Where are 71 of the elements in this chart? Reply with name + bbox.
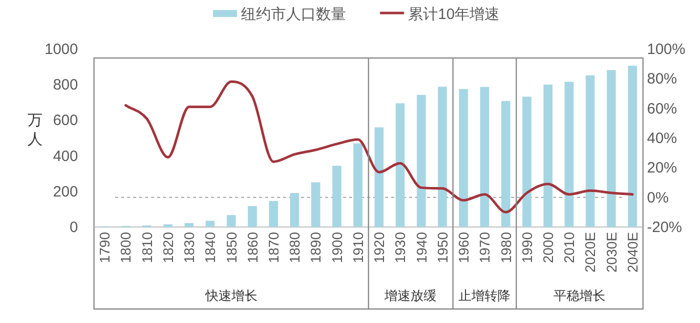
y2-tick-label: -20%	[647, 219, 682, 236]
text: 快速增长	[204, 288, 258, 303]
x-tick-label: 1890	[308, 232, 324, 264]
y-axis-title: 万人	[28, 112, 42, 148]
y2-tick-label: 20%	[647, 160, 678, 177]
bar	[480, 86, 490, 227]
legend-bar: 纽约市人口数量	[213, 6, 346, 23]
text: 增速放缓	[384, 288, 437, 303]
y-tick-label: 600	[52, 112, 78, 130]
x-tick-label: 1790	[96, 232, 113, 264]
bar	[438, 86, 447, 227]
x-tick-label: 1910	[350, 232, 366, 264]
x-tick-label: 1870	[265, 232, 282, 264]
y-tick-label: 800	[52, 76, 78, 94]
y-tick-label: 0	[70, 219, 78, 236]
bar	[586, 75, 595, 227]
bar	[290, 193, 300, 227]
bar	[501, 100, 510, 227]
x-tick-label: 1800	[118, 232, 134, 264]
y2-tick-label: 80%	[647, 70, 678, 88]
bar	[396, 103, 405, 227]
y2-tick-label: 0%	[647, 189, 669, 206]
x-tick-label: 1900	[328, 232, 345, 264]
bar	[628, 66, 637, 227]
x-tick-label: 1920	[371, 232, 388, 264]
x-tick-label: 1990	[518, 232, 535, 264]
text: 止增转降	[458, 288, 511, 303]
bar	[353, 143, 362, 227]
x-tick-label: 2030E	[603, 232, 620, 272]
bar	[184, 223, 194, 227]
bar	[332, 166, 342, 227]
x-tick-label: 1850	[223, 232, 240, 264]
bar	[206, 220, 215, 227]
x-tick-label: 2010	[561, 232, 578, 264]
x-tick-label: 1840	[202, 232, 218, 264]
x-tick-label: 1940	[413, 232, 430, 264]
y2-tick-label: 100%	[647, 41, 686, 58]
legend-label: 累计10年增速	[408, 6, 500, 23]
x-tick-label: 1960	[456, 232, 472, 264]
bar	[459, 89, 468, 227]
x-tick-label: 1970	[476, 232, 493, 264]
bar	[311, 182, 320, 227]
x-tick-label: 2000	[540, 232, 556, 264]
y-tick-label: 200	[52, 183, 78, 200]
bar	[564, 82, 574, 227]
legend-label: 纽约市人口数量	[241, 6, 346, 23]
bar	[606, 70, 616, 227]
y2-tick-label: 60%	[647, 100, 678, 118]
bar	[543, 84, 552, 227]
y-tick-label: 400	[52, 148, 78, 165]
text: 平稳增长	[554, 288, 606, 303]
x-tick-label: 1820	[160, 232, 176, 264]
x-tick-label: 1980	[498, 232, 514, 264]
bar	[163, 224, 172, 227]
bar	[248, 206, 257, 227]
x-tick-label: 2020E	[582, 232, 598, 272]
x-tick-label: 1950	[434, 232, 450, 264]
x-tick-label: 1810	[138, 232, 155, 264]
bar	[268, 201, 278, 227]
bar	[522, 96, 532, 227]
bar	[416, 94, 426, 227]
y2-tick-label: 40%	[647, 130, 678, 147]
y-tick-label: 1000	[44, 41, 78, 58]
x-tick-label: 1930	[392, 232, 408, 264]
bar	[226, 215, 236, 227]
x-tick-label: 1830	[181, 232, 198, 264]
legend-line: 累计10年增速	[380, 6, 500, 23]
x-tick-label: 2040E	[624, 232, 640, 272]
x-tick-label: 1880	[286, 232, 303, 264]
x-tick-label: 1860	[244, 232, 260, 264]
bar	[374, 127, 384, 227]
